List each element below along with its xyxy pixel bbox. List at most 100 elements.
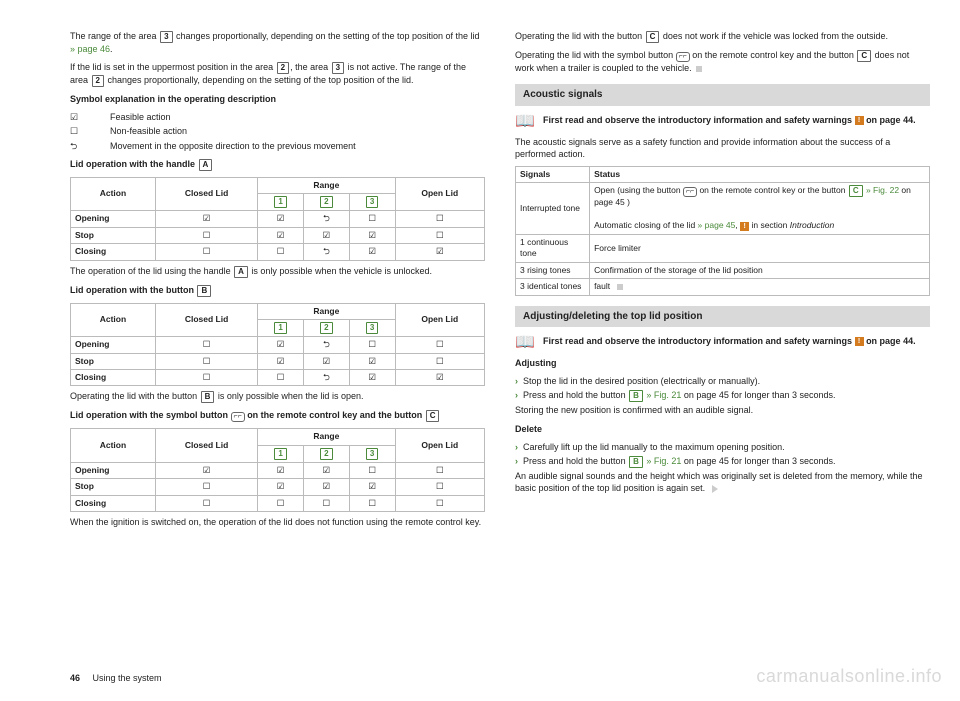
cell: ☑ xyxy=(258,337,304,353)
caution-icon: ! xyxy=(855,116,864,125)
sig1-name: Interrupted tone xyxy=(516,183,590,234)
cell: ☐ xyxy=(395,337,484,353)
sig4-name: 3 identical tones xyxy=(516,279,590,295)
th-action: Action xyxy=(71,429,156,462)
remote-icon: ⌐⌐ xyxy=(676,52,690,62)
right-column: Operating the lid with the button C does… xyxy=(515,30,930,534)
adj-step2: Press and hold the button B » Fig. 21 on… xyxy=(515,389,930,402)
text: is only possible when the vehicle is unl… xyxy=(249,266,432,276)
text: on page 44. xyxy=(864,336,916,346)
text: on the remote control key and the button xyxy=(245,410,425,420)
adjusting-steps: Stop the lid in the desired position (el… xyxy=(515,375,930,402)
end-marker-icon xyxy=(696,66,702,72)
unchecked-icon: ☐ xyxy=(70,125,110,137)
table-a: ActionClosed LidRangeOpen Lid123Opening☑… xyxy=(70,177,485,261)
th-action: Action xyxy=(71,303,156,336)
cell: ☐ xyxy=(258,369,304,385)
symbol-row-feasible: ☑ Feasible action xyxy=(70,111,485,123)
th-closed: Closed Lid xyxy=(155,429,257,462)
text: Operating the lid with the button xyxy=(515,31,645,41)
symbol-row-movement: ⮌ Movement in the opposite direction to … xyxy=(70,140,485,152)
cell: ☐ xyxy=(258,495,304,511)
read-observe-2: 📖 First read and observe the introductor… xyxy=(515,335,930,351)
th-range: Range xyxy=(258,177,395,193)
text: First read and observe the introductory … xyxy=(543,336,855,346)
cell: ☑ xyxy=(258,462,304,478)
th-status: Status xyxy=(590,166,930,182)
key-b: B xyxy=(197,285,211,297)
para-range-2: If the lid is set in the uppermost posit… xyxy=(70,61,485,87)
cell: ☐ xyxy=(155,353,257,369)
row-label: Closing xyxy=(71,244,156,260)
cell: ⮌ xyxy=(303,211,349,227)
sig4-status: fault xyxy=(590,279,930,295)
cell: ☑ xyxy=(258,211,304,227)
table-c: ActionClosed LidRangeOpen Lid123Opening☑… xyxy=(70,428,485,512)
key-b: B xyxy=(629,390,643,402)
cell: ☐ xyxy=(155,227,257,243)
del-step2: Press and hold the button B » Fig. 21 on… xyxy=(515,455,930,468)
text: changes proportionally, depending on the… xyxy=(105,75,414,85)
cell: ☑ xyxy=(349,479,395,495)
text: on page 45 for longer than 3 seconds. xyxy=(681,456,835,466)
para-range-1: The range of the area 3 changes proporti… xyxy=(70,30,485,55)
right-p2: Operating the lid with the symbol button… xyxy=(515,49,930,74)
row-label: Opening xyxy=(71,211,156,227)
cell: ☑ xyxy=(258,227,304,243)
book-icon: 📖 xyxy=(515,114,537,130)
text: on page 45 for longer than 3 seconds. xyxy=(681,390,835,400)
section-acoustic: Acoustic signals xyxy=(515,84,930,106)
table-a-title: Lid operation with the handle A xyxy=(70,158,485,171)
cell: ☑ xyxy=(349,353,395,369)
cell: ☐ xyxy=(258,244,304,260)
sig3-status: Confirmation of the storage of the lid p… xyxy=(590,262,930,278)
key-a: A xyxy=(199,159,213,171)
text: First read and observe the introductory … xyxy=(543,114,916,130)
th-range: Range xyxy=(258,429,395,445)
text: changes proportionally, depending on the… xyxy=(174,31,480,41)
sig2-status: Force limiter xyxy=(590,234,930,262)
row-label: Opening xyxy=(71,337,156,353)
th-open: Open Lid xyxy=(395,303,484,336)
text: Lid operation with the symbol button xyxy=(70,410,231,420)
th-open: Open Lid xyxy=(395,429,484,462)
link-page46: » page 46 xyxy=(70,44,110,54)
cell: ☐ xyxy=(395,227,484,243)
cell: ☐ xyxy=(349,211,395,227)
end-marker-icon xyxy=(617,284,623,290)
cell: ☐ xyxy=(155,495,257,511)
cell: ☑ xyxy=(303,353,349,369)
key-2: 2 xyxy=(92,75,104,87)
remote-icon: ⌐⌐ xyxy=(683,187,697,197)
text: Press and hold the button xyxy=(523,390,628,400)
right-p1: Operating the lid with the button C does… xyxy=(515,30,930,43)
text: If the lid is set in the uppermost posit… xyxy=(70,62,276,72)
row-label: Opening xyxy=(71,462,156,478)
text: is only possible when the lid is open. xyxy=(215,391,363,401)
symbol-row-nonfeasible: ☐ Non-feasible action xyxy=(70,125,485,137)
th-r3: 3 xyxy=(349,320,395,337)
cell: ☐ xyxy=(349,462,395,478)
table-b-note: Operating the lid with the button B is o… xyxy=(70,390,485,403)
cell: ⮌ xyxy=(303,337,349,353)
key-3: 3 xyxy=(332,62,344,74)
sig2-name: 1 continuous tone xyxy=(516,234,590,262)
delete-after: An audible signal sounds and the height … xyxy=(515,470,930,494)
key-3: 3 xyxy=(160,31,172,43)
text: First read and observe the introductory … xyxy=(543,335,916,351)
th-r2: 2 xyxy=(303,194,349,211)
text: Operating the lid with the button xyxy=(70,391,200,401)
text: First read and observe the introductory … xyxy=(543,115,855,125)
th-action: Action xyxy=(71,177,156,210)
cell: ☑ xyxy=(395,244,484,260)
cell: ☑ xyxy=(303,479,349,495)
caution-icon: ! xyxy=(855,337,864,346)
th-r3: 3 xyxy=(349,445,395,462)
text: in section xyxy=(749,220,790,230)
th-r3: 3 xyxy=(349,194,395,211)
cell: ☐ xyxy=(155,479,257,495)
text: , the area xyxy=(290,62,331,72)
page-number: 46 xyxy=(70,673,80,683)
read-observe-1: 📖 First read and observe the introductor… xyxy=(515,114,930,130)
adjusting-title: Adjusting xyxy=(515,357,930,369)
